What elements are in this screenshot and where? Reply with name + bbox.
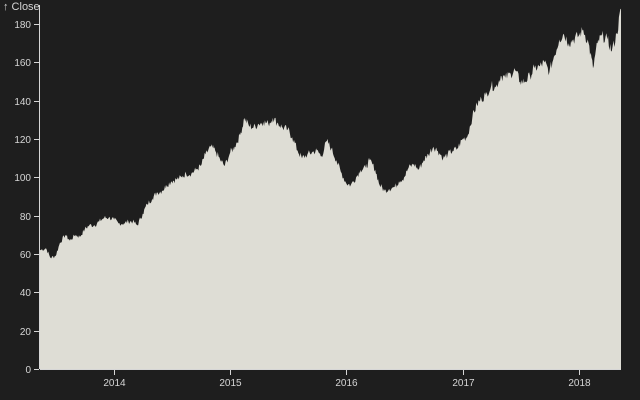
x-tick-label: 2014 — [103, 378, 126, 389]
y-tick-label: 80 — [20, 212, 32, 223]
x-tick-label: 2015 — [219, 378, 242, 389]
x-tick-label: 2016 — [335, 378, 358, 389]
close-price-area — [40, 8, 621, 370]
y-tick-label: 180 — [14, 20, 31, 31]
y-tick-label: 140 — [14, 97, 31, 108]
x-tick-label: 2017 — [452, 378, 475, 389]
y-tick-label: 120 — [14, 135, 31, 146]
x-axis: 2014 2015 2016 2017 2018 — [40, 369, 621, 389]
y-tick-label: 0 — [25, 365, 31, 376]
y-tick-label: 160 — [14, 58, 31, 69]
y-tick-label: 20 — [20, 327, 32, 338]
y-tick-label: 60 — [20, 250, 32, 261]
y-axis: 0 20 40 60 80 100 120 140 160 180 — [14, 5, 40, 376]
plot-area — [40, 8, 621, 370]
y-tick-label: 40 — [20, 288, 32, 299]
x-tick-label: 2018 — [568, 378, 591, 389]
y-axis-title: ↑ Close — [3, 1, 40, 13]
y-tick-label: 100 — [14, 173, 31, 184]
